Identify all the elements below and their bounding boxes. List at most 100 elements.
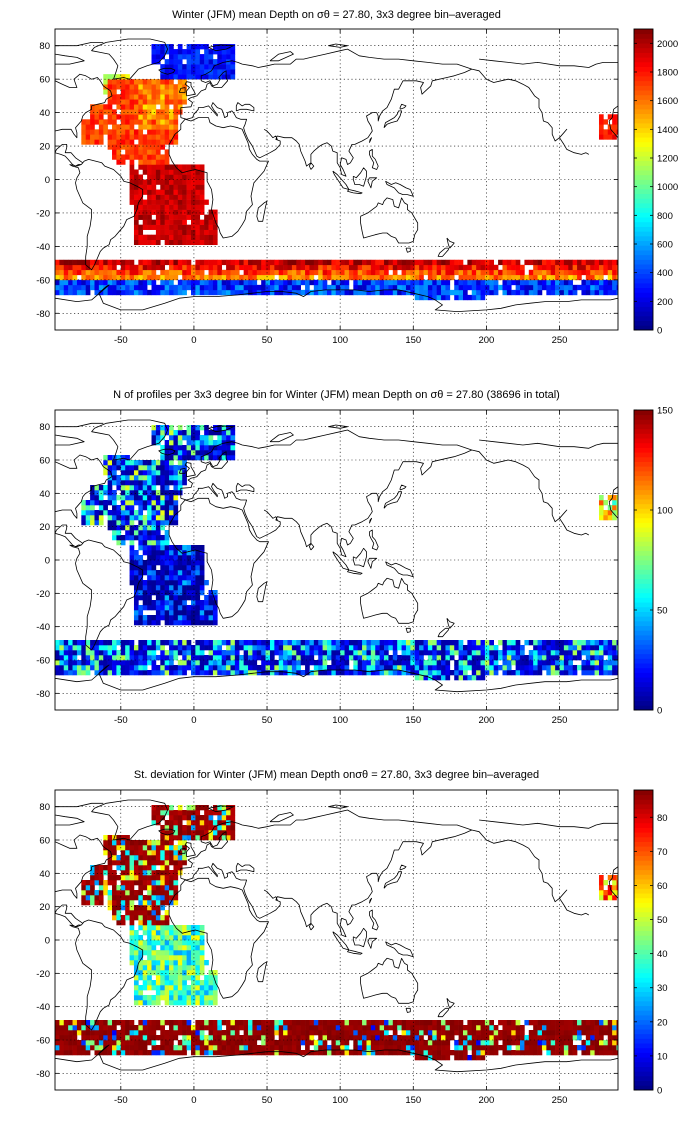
heat-cell [594, 1020, 600, 1026]
heat-cell [230, 69, 236, 75]
heat-cell [480, 660, 486, 666]
heat-cell [116, 530, 122, 536]
heat-cell [177, 450, 183, 456]
heat-cell [287, 274, 293, 281]
heat-cell [480, 264, 486, 271]
heat-cell [155, 224, 161, 230]
heat-cell [335, 1025, 341, 1031]
heat-cell [177, 209, 183, 215]
heat-cell [546, 269, 552, 276]
heat-cell [234, 670, 240, 676]
heat-cell [94, 520, 100, 526]
heat-cell [169, 665, 174, 671]
heat-cell [151, 510, 157, 516]
heat-cell [147, 174, 152, 180]
heat-cell [546, 284, 552, 291]
heat-cell [607, 289, 613, 296]
heat-cell [370, 284, 376, 291]
heat-cell [506, 1050, 512, 1056]
heat-cell [528, 1020, 534, 1026]
heat-cell [296, 665, 301, 671]
heat-cell [63, 1035, 69, 1041]
heat-cell [173, 1045, 179, 1051]
heat-cell [559, 1045, 565, 1051]
heat-cell [142, 580, 148, 586]
heat-cell [160, 895, 165, 901]
heat-cell [221, 1050, 227, 1056]
heat-cell [151, 670, 157, 676]
heat-cell [208, 980, 214, 986]
heat-cell [151, 560, 157, 566]
heat-cell [151, 1050, 157, 1056]
heat-cell [147, 950, 152, 956]
heat-cell [173, 825, 179, 831]
heat-cell [164, 610, 170, 616]
heat-cell [423, 1030, 429, 1036]
heat-cell [607, 660, 613, 666]
heat-cell [120, 860, 126, 866]
heat-cell [484, 645, 490, 651]
heat-cell [274, 665, 280, 671]
heat-cell [107, 269, 113, 276]
heat-cell [129, 845, 135, 851]
heat-cell [239, 289, 244, 296]
heat-cell [173, 274, 179, 281]
heat-cell [138, 905, 144, 911]
heat-cell [449, 645, 455, 651]
heat-cell [318, 650, 323, 656]
heat-cell [436, 259, 442, 266]
heat-cell [177, 805, 183, 811]
heat-cell [182, 480, 187, 486]
heat-cell [195, 74, 201, 80]
heat-cell [384, 1045, 389, 1051]
heat-cell [182, 940, 187, 946]
heat-cell [467, 1040, 473, 1046]
heat-cell [182, 850, 187, 856]
heat-cell [59, 259, 65, 266]
heat-cell [155, 885, 161, 891]
heat-cell [204, 229, 209, 235]
heat-cell [607, 269, 613, 276]
heat-cell [182, 219, 187, 225]
heat-cell [164, 450, 170, 456]
heat-cell [177, 435, 183, 441]
heat-cell [230, 284, 236, 291]
heat-cell [191, 560, 196, 566]
heat-cell [471, 269, 477, 276]
heat-cell [133, 975, 139, 981]
heat-cell [195, 820, 201, 826]
heat-cell [120, 670, 126, 676]
heat-cell [410, 289, 416, 296]
heat-cell [155, 1050, 161, 1056]
heat-cell [616, 129, 618, 135]
heat-cell [63, 1050, 69, 1056]
heat-cell [155, 515, 161, 521]
heat-cell [173, 284, 179, 291]
heat-cell [305, 1050, 310, 1056]
heat-cell [370, 269, 376, 276]
heat-cell [164, 670, 170, 676]
heat-cell [274, 1025, 280, 1031]
heat-cell [133, 895, 139, 901]
heat-cell [432, 294, 437, 301]
heat-cell [204, 820, 209, 826]
heat-cell [147, 555, 152, 561]
heat-cell [112, 890, 117, 896]
heat-cell [155, 440, 161, 446]
heat-cell [318, 1035, 323, 1041]
heat-cell [204, 430, 209, 436]
heat-cell [563, 259, 569, 266]
heat-cell [182, 815, 187, 821]
heat-cell [541, 640, 547, 646]
heat-cell [533, 264, 538, 271]
heat-cell [195, 945, 201, 951]
heat-cell [208, 990, 214, 996]
heat-cell [318, 1050, 323, 1056]
heat-cell [169, 455, 174, 461]
heat-cell [243, 1035, 249, 1041]
heat-cell [155, 875, 161, 881]
heat-cell [405, 284, 411, 291]
heat-cell [151, 1030, 157, 1036]
heat-cell [300, 289, 306, 296]
heat-cell [138, 535, 144, 541]
